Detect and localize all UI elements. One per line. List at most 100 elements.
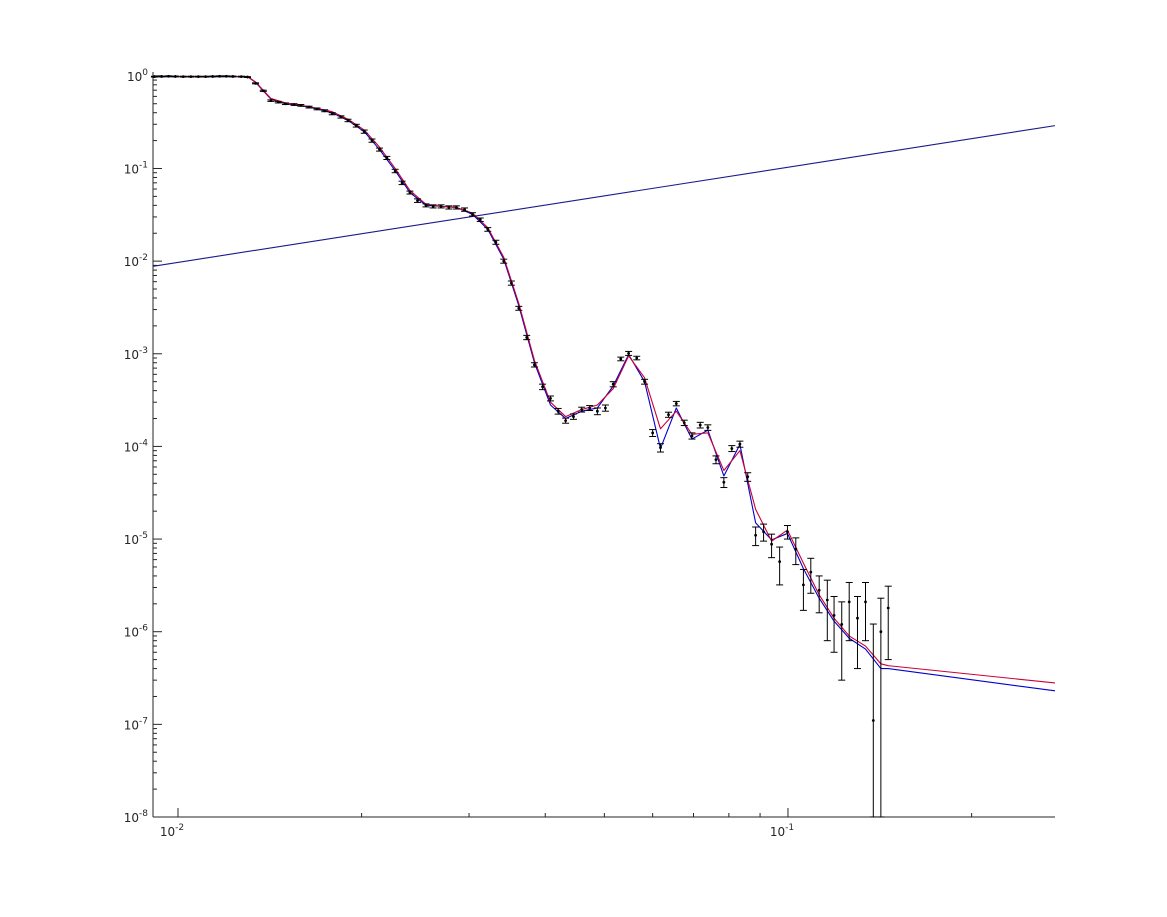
data-point [862,581,870,642]
data-point [672,400,680,407]
data-marker [879,630,883,634]
data-point [171,75,179,78]
data-point [328,112,336,116]
data-marker [330,112,334,116]
axes [152,72,1055,818]
data-marker [541,385,544,389]
data-marker [463,208,466,211]
data-point [313,107,321,111]
data-point [752,526,760,547]
data-point [633,355,641,361]
data-marker [211,75,215,78]
data-marker [153,75,156,79]
data-point [807,557,815,594]
data-point [665,411,673,418]
data-marker [643,380,646,384]
data-marker [817,588,821,592]
data-marker [447,206,451,209]
data-marker [886,606,890,610]
data-point [158,75,166,78]
data-point [150,75,158,79]
data-marker [424,203,428,207]
data-marker [408,191,412,194]
data-marker [478,218,482,222]
data-point [469,212,477,217]
data-point [720,477,728,489]
data-marker [269,99,273,103]
data-point [853,595,861,670]
data-marker [627,351,631,355]
data-point [601,404,609,412]
data-marker [204,75,208,79]
data-marker [431,204,435,208]
data-marker [246,75,249,79]
data-point [344,118,352,123]
data-marker [556,409,560,413]
data-marker [385,156,389,160]
data-point [554,407,562,415]
data-marker [667,413,670,417]
data-point [281,102,289,106]
data-marker [167,74,170,78]
data-marker [416,199,419,203]
data-marker [181,75,185,79]
data-point [815,575,823,614]
data-marker [196,75,200,79]
data-marker [778,560,782,564]
data-point [391,168,399,174]
data-point [500,258,508,264]
data-marker [315,107,319,111]
data-point [452,205,460,210]
data-points [150,74,892,818]
data-point [562,417,570,424]
data-marker [189,75,193,79]
data-marker [299,103,303,107]
data-point [830,595,838,653]
data-marker [595,409,599,413]
data-marker [254,81,257,85]
data-marker [307,105,311,109]
data-marker [722,480,726,484]
data-marker [746,475,750,479]
data-point [259,89,267,93]
data-marker [454,206,458,209]
data-marker [239,75,243,79]
data-marker [611,382,615,386]
data-point [823,579,831,642]
data-marker [864,600,867,604]
data-marker [588,406,592,410]
data-point [656,443,664,453]
data-point [760,523,768,542]
data-point [649,429,657,437]
data-point [222,74,230,78]
data-point [321,109,329,113]
data-marker [762,530,765,534]
straight-line [152,125,1056,267]
data-marker [502,259,506,263]
y-tick-label: 10-1 [124,160,148,176]
data-marker [714,458,718,462]
data-point [736,440,744,448]
data-point [609,381,617,388]
data-point [202,75,210,79]
y-tick-label: 10-8 [124,809,149,825]
data-marker [525,336,529,339]
data-point [337,115,345,119]
x-tick-label: 10-2 [160,823,184,839]
data-marker [706,426,710,429]
data-point [368,138,376,143]
data-point [360,129,368,134]
data-marker [794,547,798,551]
data-marker [224,74,228,78]
data-marker [346,119,350,122]
data-point [194,75,202,79]
data-marker [486,228,490,231]
data-point [845,581,853,642]
data-marker [400,181,404,185]
data-point [252,81,260,85]
y-tick-label: 10-5 [124,531,148,547]
y-tick-label: 10-6 [124,624,149,640]
data-marker [339,115,343,119]
data-marker [832,613,836,617]
data-marker [276,100,280,104]
